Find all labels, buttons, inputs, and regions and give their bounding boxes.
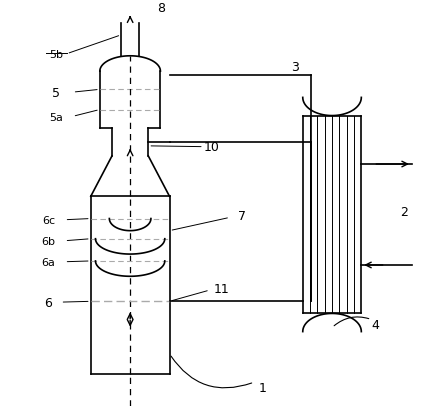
Text: 5a: 5a (49, 113, 63, 123)
Text: 6: 6 (44, 297, 52, 310)
Text: 10: 10 (204, 141, 220, 154)
Text: 4: 4 (372, 319, 379, 332)
Text: 3: 3 (291, 61, 299, 74)
Text: 6a: 6a (41, 258, 56, 268)
Text: 11: 11 (214, 283, 230, 296)
Text: 2: 2 (400, 206, 408, 219)
Text: 6c: 6c (42, 216, 55, 225)
Text: 8: 8 (158, 2, 166, 15)
Text: 5b: 5b (49, 50, 63, 60)
Text: 6b: 6b (41, 236, 56, 247)
Text: 7: 7 (238, 210, 246, 223)
Text: 1: 1 (258, 382, 266, 395)
Text: 5: 5 (52, 87, 60, 100)
